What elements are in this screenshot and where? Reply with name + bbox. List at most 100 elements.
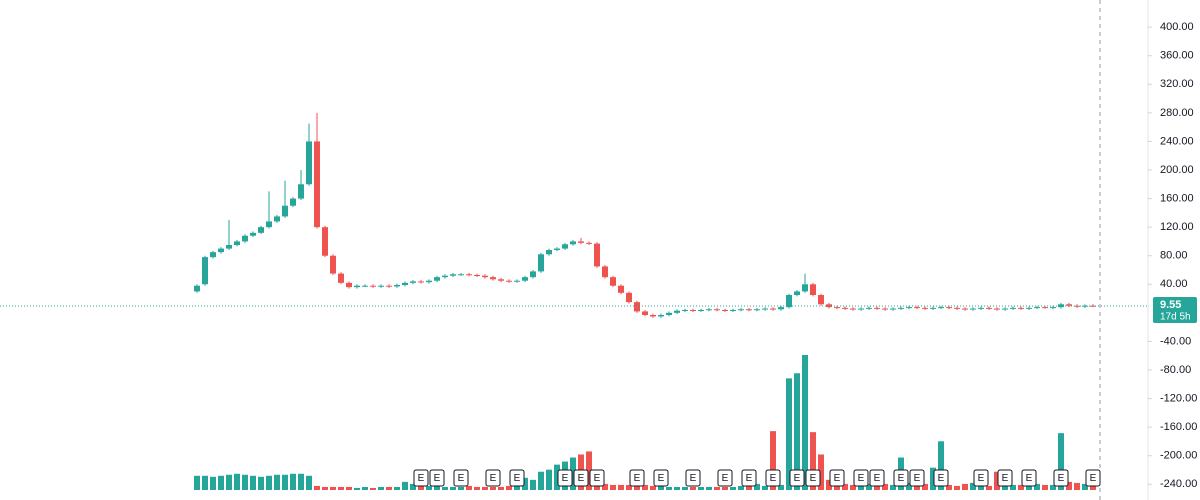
candle-body [762, 308, 768, 310]
event-label: E [690, 473, 697, 484]
candle-body [890, 308, 896, 310]
candle-body [898, 307, 904, 309]
candle-body [986, 307, 992, 309]
event-label: E [1002, 473, 1009, 484]
candle-body [282, 205, 288, 217]
event-marker: E [829, 469, 845, 487]
candle-body [674, 310, 680, 313]
event-label: E [938, 473, 945, 484]
event-marker: E [909, 469, 925, 487]
event-box [557, 469, 573, 487]
volume-bar [730, 486, 736, 490]
candle-body [1058, 304, 1064, 308]
candle-body [330, 255, 336, 274]
event-box [629, 469, 645, 487]
candle-body [418, 281, 424, 283]
volume-bar [890, 484, 896, 490]
volume-bar [570, 457, 576, 490]
candle-body [466, 274, 472, 276]
candle-body [858, 308, 864, 310]
candle-body [274, 216, 280, 222]
event-marker: E [453, 469, 469, 487]
volume-bar [762, 485, 768, 490]
event-label: E [490, 473, 497, 484]
candle-body [746, 309, 752, 311]
candle-body [474, 275, 480, 276]
event-box [933, 469, 949, 487]
event-marker: E [933, 469, 949, 487]
volume-bar [282, 474, 288, 490]
event-label: E [1026, 473, 1033, 484]
event-marker: E [789, 469, 805, 487]
candle-body [338, 273, 344, 283]
candle-body [842, 307, 848, 309]
candle-body [450, 274, 456, 276]
volume-bar [202, 475, 208, 490]
volume-bar [386, 486, 392, 490]
candle-body [930, 307, 936, 309]
volume-bar [810, 432, 816, 490]
candle-body [194, 285, 200, 292]
y-tick-label: 360.00 [1160, 50, 1194, 62]
candle-body [938, 307, 944, 309]
volume-bar [1018, 484, 1024, 490]
candle-body [562, 244, 568, 249]
candle-body [314, 141, 320, 228]
event-marker: E [1021, 469, 1037, 487]
event-label: E [562, 473, 569, 484]
event-marker: E [629, 469, 645, 487]
candle-body [226, 245, 232, 249]
candle-body [642, 311, 648, 315]
volume-bar [618, 484, 624, 490]
candle-body [306, 141, 312, 185]
candle-body [346, 282, 352, 288]
candle-body [394, 285, 400, 287]
candle-body [442, 275, 448, 278]
volume-bar [970, 482, 976, 490]
y-tick-label: -160.00 [1160, 421, 1197, 433]
candle-body [370, 285, 376, 287]
volume-bar [538, 471, 544, 490]
event-box [1053, 469, 1069, 487]
candle-body [594, 243, 600, 267]
volume-bar [690, 486, 696, 490]
candle-body [266, 221, 272, 228]
y-tick-label: 280.00 [1160, 107, 1194, 119]
volume-bar [434, 485, 440, 490]
volume-bar [706, 486, 712, 490]
event-label: E [1058, 473, 1065, 484]
volume-bar [778, 484, 784, 490]
volume-bar [674, 486, 680, 490]
candle-body [410, 281, 416, 283]
y-tick-label: -240.00 [1160, 478, 1197, 490]
candle-body [258, 227, 264, 233]
candle-body [666, 312, 672, 315]
volume-bar [1066, 481, 1072, 490]
volume-bar [482, 486, 488, 490]
candle-body [714, 309, 720, 311]
event-label: E [898, 473, 905, 484]
volume-bar [514, 484, 520, 490]
y-tick-label: 120.00 [1160, 221, 1194, 233]
candle-body [794, 291, 800, 295]
event-marker: E [589, 469, 605, 487]
volume-bar [306, 475, 312, 490]
y-tick-label: 160.00 [1160, 192, 1194, 204]
candle-body [866, 307, 872, 309]
event-label: E [458, 473, 465, 484]
event-label: E [594, 473, 601, 484]
volume-bar [530, 479, 536, 490]
volume-bar [858, 484, 864, 490]
candle-body [242, 235, 248, 242]
event-label: E [810, 473, 817, 484]
volume-bar [866, 483, 872, 490]
event-marker: E [1053, 469, 1069, 487]
candle-body [682, 310, 688, 311]
volume-bar [322, 486, 328, 490]
candle-body [778, 307, 784, 310]
candle-body [514, 280, 520, 282]
event-box [485, 469, 501, 487]
volume-bar [554, 464, 560, 490]
candle-body [362, 285, 368, 287]
volume-bar [242, 474, 248, 490]
